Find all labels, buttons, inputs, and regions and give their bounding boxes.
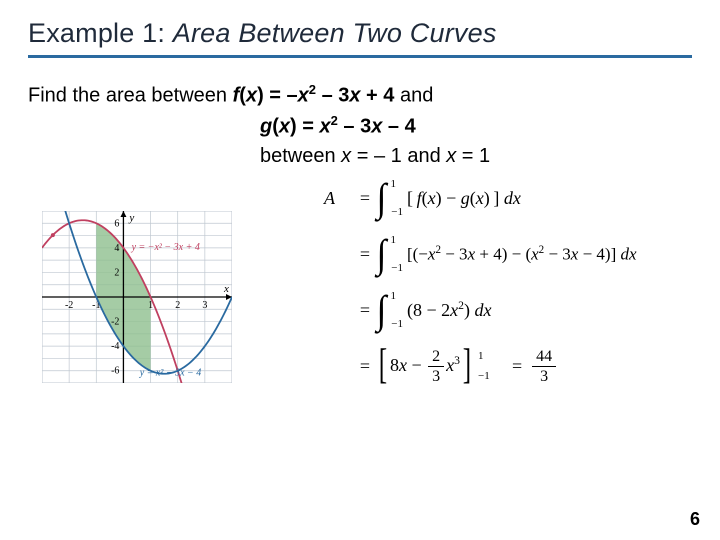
ub3: 1 [390, 290, 396, 302]
title-prefix: Example 1: [28, 18, 165, 48]
bracket-eval: [ 8x − 23x3 ] 1−1 [376, 347, 476, 386]
math-derivation: A = ∫1−1 [ f(x) − g(x) ] dx = ∫1−1 [(−x2… [324, 177, 637, 401]
svg-text:-2: -2 [111, 317, 119, 328]
content-area: Find the area between f(x) = –x2 – 3x + … [28, 58, 692, 517]
res-num: 44 [532, 347, 556, 366]
integrand2: [(−x2 − 3x + 4) − (x2 − 3x − 4)] dx [407, 244, 637, 265]
between-pre: between [260, 145, 341, 167]
g-mid: – 3 [338, 115, 371, 137]
f-mid: – 3 [316, 85, 349, 107]
lb4: −1 [478, 370, 490, 382]
eq4: = [354, 356, 376, 377]
prompt-pre: Find the area between [28, 85, 233, 107]
int2: ∫1−1 [(−x2 − 3x + 4) − (x2 − 3x − 4)] dx [376, 236, 637, 272]
g-sup: 2 [331, 113, 338, 128]
x2: x [446, 145, 456, 167]
math-row-4: = [ 8x − 23x3 ] 1−1 = 44 3 [324, 345, 637, 387]
g-name: g [260, 115, 272, 137]
f-tail: + 4 [361, 85, 395, 107]
integral-icon: ∫1−1 [376, 236, 387, 272]
integral-icon: ∫1−1 [376, 180, 387, 216]
lb3: −1 [391, 318, 403, 330]
svg-text:x: x [223, 283, 229, 295]
svg-text:y: y [128, 212, 134, 224]
eq5: = [512, 356, 522, 377]
svg-text:2: 2 [175, 300, 180, 311]
math-row-2: = ∫1−1 [(−x2 − 3x + 4) − (x2 − 3x − 4)] … [324, 233, 637, 275]
svg-text:3: 3 [202, 300, 207, 311]
x2-eq: = 1 [456, 145, 490, 167]
svg-text:2: 2 [114, 268, 119, 279]
antiderivative: 8x − 23x3 [390, 347, 460, 386]
left-bracket-icon: [ [379, 347, 387, 385]
x1-eq: = – 1 and [351, 145, 446, 167]
and: and [394, 85, 433, 107]
prompt-line-2: g(x) = x2 – 3x – 4 [260, 111, 692, 142]
svg-text:6: 6 [114, 219, 119, 230]
int3: ∫1−1 (8 − 2x2) dx [376, 292, 491, 328]
svg-text:y = −x² − 3x + 4: y = −x² − 3x + 4 [131, 242, 200, 253]
g-eq: = [297, 115, 320, 137]
svg-text:-2: -2 [65, 300, 73, 311]
eq1: = [354, 188, 376, 209]
num23: 2 [428, 347, 444, 366]
g-paren: (x) [272, 115, 296, 137]
math-A: A [324, 188, 354, 209]
f-paren: (x) [239, 85, 263, 107]
svg-text:y = x² − 3x − 4: y = x² − 3x − 4 [139, 368, 202, 379]
graph-figure: -2-1123-6-4-2246yxy = −x² − 3x + 4y = x²… [42, 211, 232, 383]
f-x2: x [349, 85, 360, 107]
prompt-line-1: Find the area between f(x) = –x2 – 3x + … [28, 80, 692, 111]
ub4: 1 [478, 350, 484, 362]
svg-text:4: 4 [114, 243, 119, 254]
x1: x [341, 145, 351, 167]
prompt-line-3: between x = – 1 and x = 1 [260, 141, 692, 171]
math-row-1: A = ∫1−1 [ f(x) − g(x) ] dx [324, 177, 637, 219]
integrand3: (8 − 2x2) dx [407, 299, 492, 321]
prompt-text: Find the area between f(x) = –x2 – 3x + … [28, 80, 692, 171]
int1: ∫1−1 [ f(x) − g(x) ] dx [376, 180, 521, 216]
svg-text:-6: -6 [111, 366, 119, 377]
page-number: 6 [690, 509, 700, 530]
lb2: −1 [391, 262, 403, 274]
frac-result: 44 3 [532, 347, 556, 386]
integral-icon: ∫1−1 [376, 292, 387, 328]
slide-title: Example 1: Area Between Two Curves [28, 18, 692, 58]
ub2: 1 [390, 234, 396, 246]
eq3: = [354, 300, 376, 321]
integrand1: [ f(x) − g(x) ] dx [407, 188, 521, 209]
res-den: 3 [536, 367, 552, 386]
title-topic: Area Between Two Curves [173, 18, 497, 48]
lb1: −1 [391, 206, 403, 218]
g-tail: – 4 [382, 115, 415, 137]
math-row-3: = ∫1−1 (8 − 2x2) dx [324, 289, 637, 331]
f-eq: = – [264, 85, 298, 107]
cube: 3 [454, 353, 460, 366]
svg-text:-4: -4 [111, 341, 119, 352]
den23: 3 [428, 367, 444, 386]
ub1: 1 [390, 178, 396, 190]
graph-math-row: -2-1123-6-4-2246yxy = −x² − 3x + 4y = x²… [28, 177, 692, 517]
f-x1: x [298, 85, 309, 107]
right-bracket-icon: ] [463, 347, 471, 385]
eq2: = [354, 244, 376, 265]
g-x1: x [319, 115, 330, 137]
g-x2: x [371, 115, 382, 137]
slide: Example 1: Area Between Two Curves Find … [0, 0, 720, 540]
frac-two-thirds: 23 [428, 347, 444, 386]
f-sup: 2 [309, 82, 316, 97]
